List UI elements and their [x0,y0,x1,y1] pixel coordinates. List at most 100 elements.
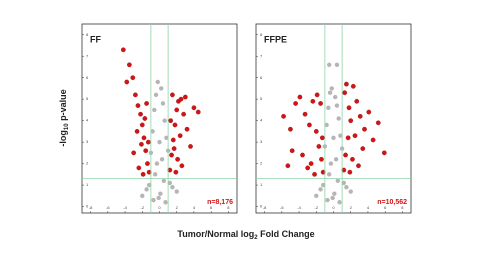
y-tick-label: 6 [86,75,89,80]
point [140,193,145,199]
point [139,122,145,128]
point [319,135,325,141]
point [320,182,326,188]
point [343,152,348,158]
point [144,101,149,106]
y-tick-label: 1 [86,182,89,187]
point [344,185,349,190]
x-tick-label: 8 [227,205,230,210]
point [281,114,286,119]
point [162,118,167,123]
point [289,148,295,154]
y-tick-label: 5 [260,96,263,101]
x-label-sub: 2 [254,235,258,241]
count-annotation: n=10,562 [377,199,407,206]
point [326,105,331,110]
point [357,114,363,119]
point [312,171,317,177]
point [348,189,353,194]
y-tick-label: 2 [86,161,89,166]
point [167,167,173,173]
point [334,62,340,68]
point [161,178,167,183]
point [350,83,356,89]
y-tick-label: 0 [260,204,263,209]
point [181,111,186,117]
point [168,118,174,123]
y-tick-label: 3 [260,139,263,144]
y-tick-label: 7 [86,53,89,58]
point [333,94,338,100]
y-tick-label: 0 [86,204,89,209]
y-tick-label: 4 [260,118,263,123]
point [337,200,342,205]
point [138,111,143,117]
point [145,161,150,166]
point [320,169,326,175]
point [174,189,179,194]
x-tick-label: -2 [140,205,144,210]
x-tick-label: 4 [193,205,196,210]
point [163,200,168,205]
point [179,163,185,169]
x-tick-label: 8 [401,205,404,210]
point [156,195,161,201]
point [300,152,305,158]
point [370,137,376,143]
point [313,129,319,134]
x-tick-label: 0 [332,205,335,210]
point [350,156,355,162]
point [178,96,184,102]
point [332,191,337,196]
y-tick-label: 1 [260,182,263,187]
point [152,107,157,113]
point [143,148,149,154]
point [314,193,319,199]
point [352,133,358,139]
point [344,81,349,87]
y-label-text: -log [58,130,68,147]
point [120,47,126,53]
point [136,165,142,171]
point [308,161,314,166]
point [326,172,332,177]
point [142,116,148,121]
point [173,169,179,175]
y-axis-label: -log10 p-value [58,89,69,146]
point [333,157,339,162]
y-label-rest: p-value [58,89,68,123]
point [305,165,311,171]
point [169,152,174,158]
point [347,169,353,175]
point [310,98,316,104]
point [327,90,333,95]
point [285,163,291,169]
point [184,126,190,132]
point [346,105,352,111]
point [326,62,332,68]
point [338,133,343,138]
x-tick-label: -8 [89,205,93,210]
point [146,182,152,188]
point [318,101,323,106]
point [153,92,159,98]
point [314,92,320,98]
panel-frame [255,23,412,214]
point [318,187,323,192]
y-tick-label: 2 [260,161,263,166]
x-tick-label: -6 [106,205,110,210]
point [336,116,341,121]
point [172,122,178,128]
x-tick-label: -2 [314,205,318,210]
x-tick-label: 2 [350,205,353,210]
point [159,86,164,91]
y-label-sub: 10 [64,123,70,130]
point [160,101,166,106]
x-label-rest: Fold Change [258,229,315,239]
y-tick-label: 6 [260,75,263,80]
x-tick-label: 0 [158,205,161,210]
point [334,103,340,108]
x-label-text: Tumor/Normal log [177,229,254,239]
point [330,195,335,201]
